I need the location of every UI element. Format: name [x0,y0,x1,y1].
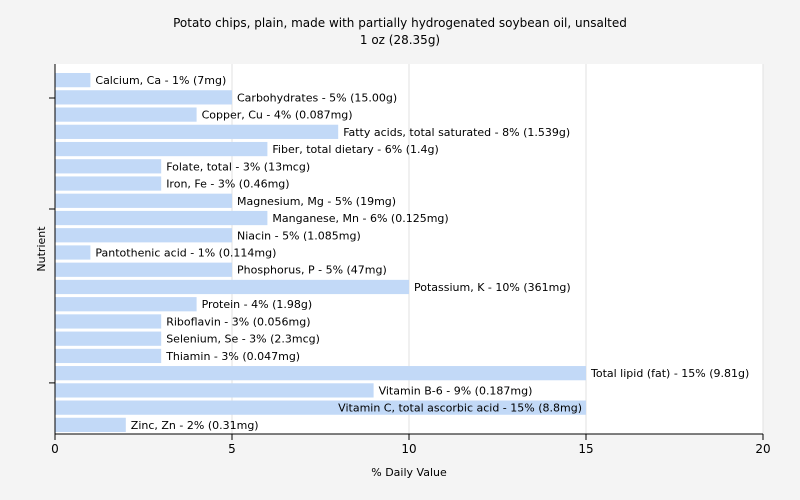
bar-label: Fiber, total dietary - 6% (1.4g) [272,143,438,156]
bar [55,383,374,398]
bar-label: Protein - 4% (1.98g) [202,298,313,311]
x-tick-label: 20 [755,442,770,456]
bar [55,90,232,105]
bar-labels: Calcium, Ca - 1% (7mg) Carbohydrates - 5%… [95,74,749,432]
bar [55,348,162,364]
bar [55,124,339,139]
bar-label: Manganese, Mn - 6% (0.125mg) [272,212,448,225]
x-axis-title: % Daily Value [371,466,447,479]
bar-label: Total lipid (fat) - 15% (9.81g) [590,367,749,380]
bar [55,193,232,208]
bar-label: Selenium, Se - 3% (2.3mcg) [166,333,320,346]
bar-label: Potassium, K - 10% (361mg) [414,281,571,294]
bar-label: Zinc, Zn - 2% (0.31mg) [131,419,259,432]
bar-label: Riboflavin - 3% (0.056mg) [166,315,310,328]
bar-label: Calcium, Ca - 1% (7mg) [95,74,226,87]
bar-label: Phosphorus, P - 5% (47mg) [237,264,387,277]
chart-title: Potato chips, plain, made with partially… [173,16,627,30]
x-tick-label: 5 [228,442,236,456]
bar-label: Fatty acids, total saturated - 8% (1.539… [343,126,570,139]
chart-subtitle: 1 oz (28.35g) [360,33,440,47]
bar [55,297,197,312]
x-tick-label: 15 [578,442,593,456]
bar-label: Vitamin C, total ascorbic acid - 15% (8.… [338,402,582,415]
bar [55,107,197,122]
x-ticks: 0 5 10 15 20 [51,434,771,456]
bar [55,417,126,432]
bar [55,314,162,329]
bar [55,73,91,88]
bar [55,176,162,191]
bar [55,262,232,277]
bars [55,73,586,432]
x-tick-label: 10 [401,442,416,456]
bar [55,279,409,295]
bar-label: Vitamin B-6 - 9% (0.187mg) [379,384,533,397]
bar [55,245,91,260]
bar-label: Folate, total - 3% (13mcg) [166,160,310,173]
bar [55,228,232,243]
bar-label: Copper, Cu - 4% (0.087mg) [202,109,353,122]
bar [55,141,268,157]
bar-label: Iron, Fe - 3% (0.46mg) [166,178,289,191]
bar-label: Niacin - 5% (1.085mg) [237,229,361,242]
x-tick-label: 0 [51,442,59,456]
y-axis-title: Nutrient [35,226,48,272]
bar-label: Pantothenic acid - 1% (0.114mg) [95,247,276,260]
bar-label: Magnesium, Mg - 5% (19mg) [237,195,396,208]
bar-label: Thiamin - 3% (0.047mg) [165,350,300,363]
bar [55,210,268,226]
bar [55,366,586,381]
bar [55,159,162,174]
bar-label: Carbohydrates - 5% (15.00g) [237,91,397,104]
bar [55,331,162,346]
bar [55,400,586,415]
